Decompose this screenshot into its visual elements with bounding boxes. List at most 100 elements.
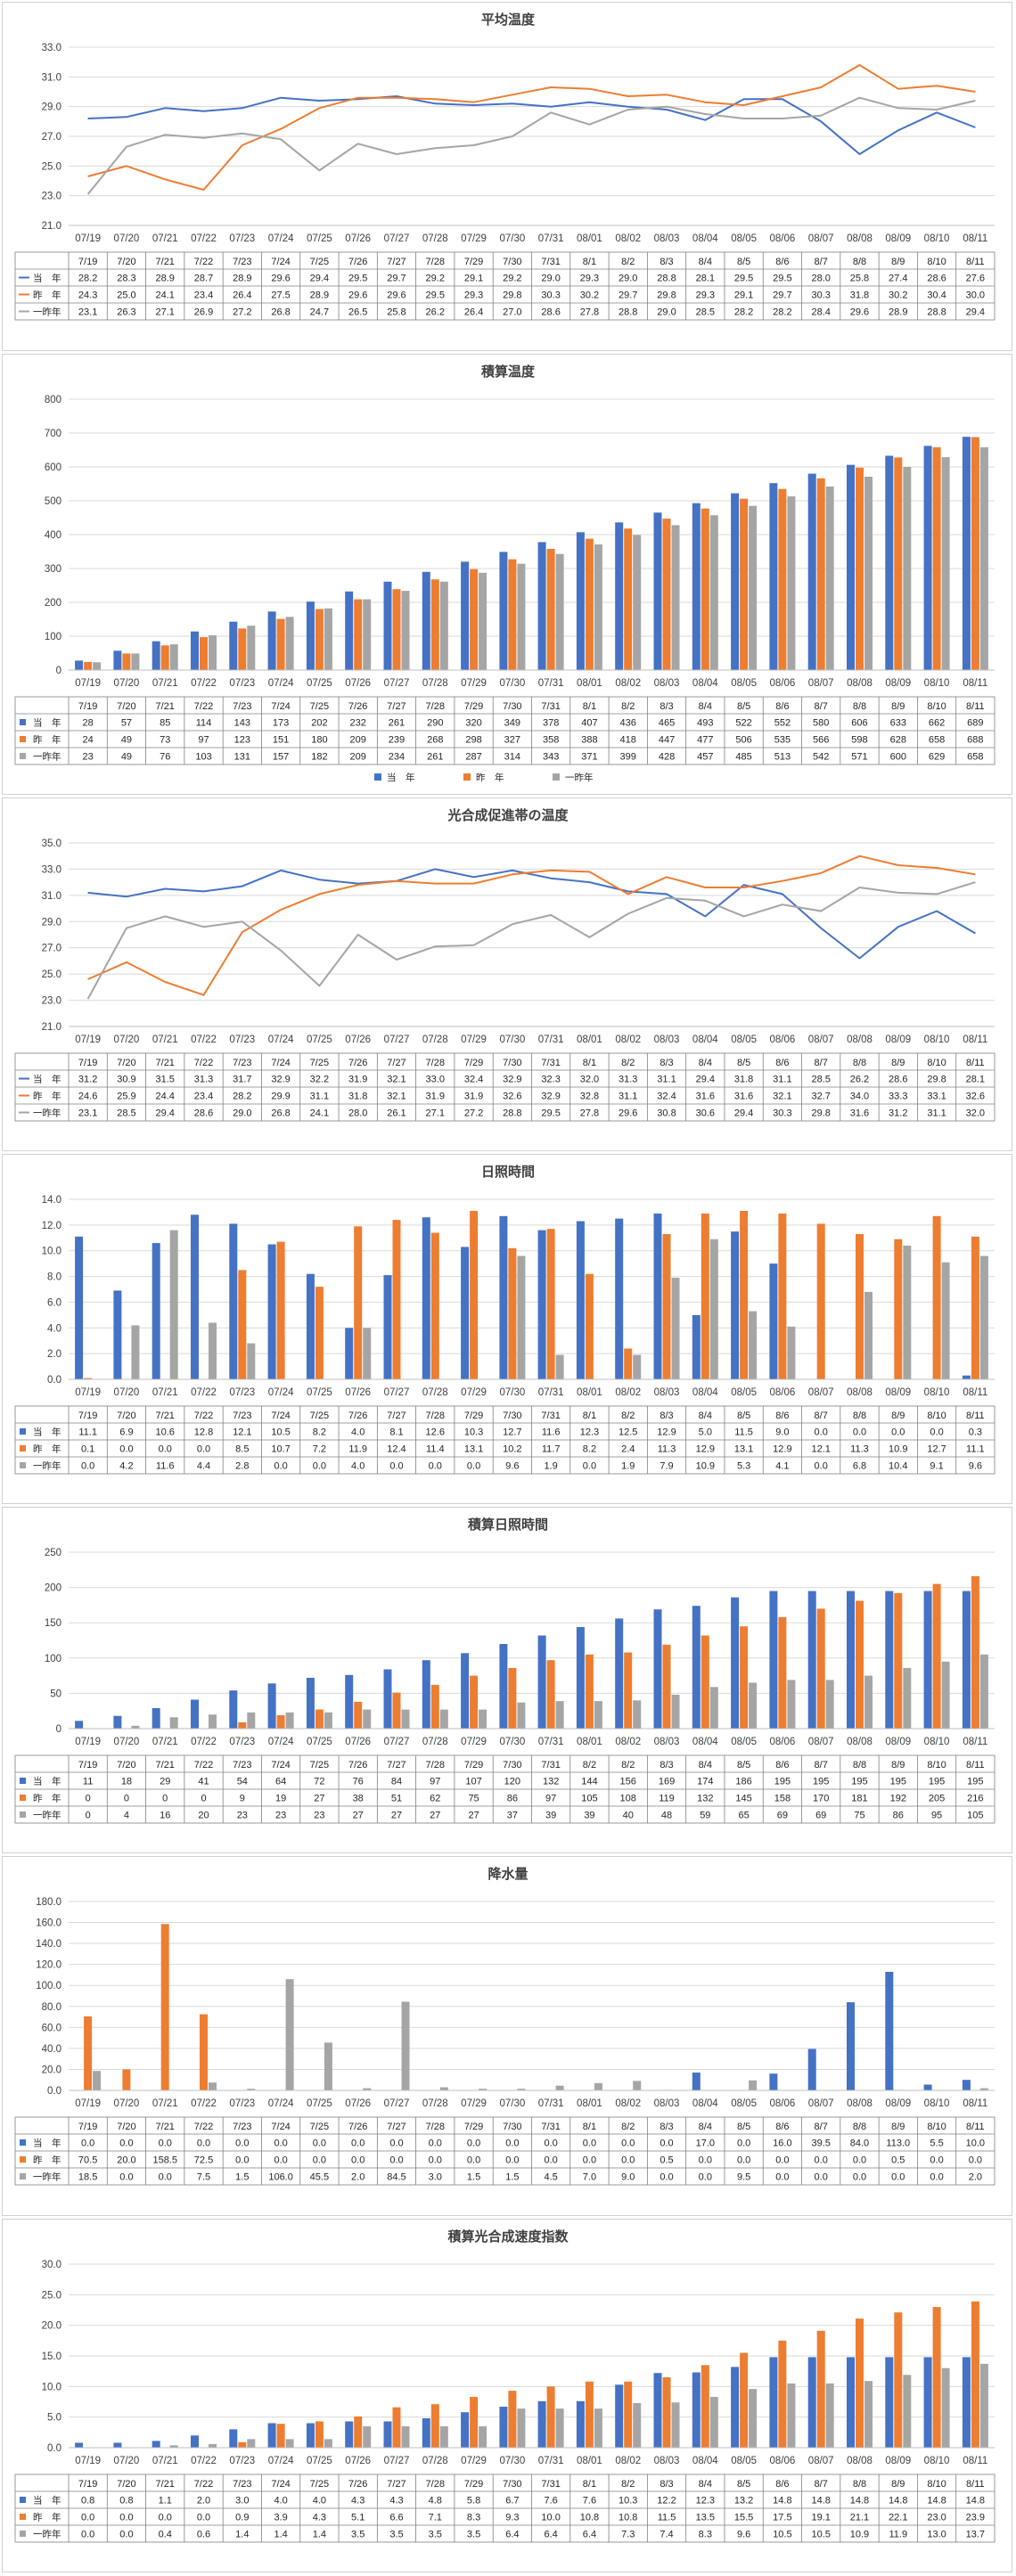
table-cell: 12.1: [811, 1444, 830, 1455]
x-tick-label: 07/27: [384, 1737, 410, 1747]
table-cell: 31.1: [619, 1092, 637, 1102]
bar-two-years-ago: [285, 2439, 294, 2448]
table-cell: 97: [545, 1794, 556, 1804]
table-row-label: 当 年: [33, 1427, 61, 1438]
table-header-cell: 8/10: [927, 1411, 946, 1421]
bar-two-years-ago: [941, 2367, 950, 2448]
bar-current: [537, 542, 546, 670]
x-tick-label: 07/28: [422, 2098, 448, 2109]
bar-two-years-ago: [439, 1709, 448, 1729]
bar-current: [653, 512, 662, 670]
bar-last-year: [238, 1270, 247, 1379]
bar-two-years-ago: [941, 1661, 950, 1729]
bar-last-year: [740, 2352, 749, 2448]
table-cell: 0.0: [429, 2138, 442, 2149]
table-cell: 358: [543, 735, 559, 746]
table-cell: 29.8: [657, 290, 676, 301]
table-header-cell: 7/28: [426, 1760, 445, 1770]
table-cell: 29.5: [541, 1108, 560, 1119]
table-cell: 566: [813, 735, 829, 746]
table-header-cell: 8/5: [737, 257, 750, 267]
x-tick-label: 08/09: [885, 678, 911, 689]
bar-current: [306, 1273, 315, 1379]
table-cell: 0.0: [389, 2138, 403, 2149]
table-header-cell: 8/4: [699, 2479, 712, 2490]
data-table: 7/19 7/20 7/21 7/22 7/23 7/24 7/25 7/26 7/27 7/28…: [14, 1405, 996, 1475]
x-tick-label: 08/08: [847, 1387, 873, 1398]
table-header-cell: 8/6: [775, 2479, 789, 2490]
bar-current: [113, 2442, 122, 2448]
table-cell: 0.0: [313, 1461, 326, 1472]
table-cell: 30.9: [117, 1075, 135, 1085]
table-cell: 29.3: [696, 290, 715, 301]
bar-last-year: [238, 628, 247, 670]
bar-two-years-ago: [401, 2426, 410, 2448]
table-cell: 12.4: [387, 1444, 406, 1455]
table-cell: 0.0: [119, 2530, 133, 2540]
x-tick-label: 07/21: [152, 233, 178, 244]
table-cell: 69: [815, 1811, 826, 1821]
table-header-cell: 8/11: [966, 1760, 985, 1770]
table-cell: 0.0: [274, 1461, 287, 1472]
table-cell: 13.0: [927, 2530, 946, 2540]
bar-current: [306, 2423, 315, 2448]
bar-last-year: [740, 498, 749, 670]
table-cell: 0.0: [159, 2513, 172, 2523]
table-cell: 3.9: [274, 2513, 287, 2523]
table-header-cell: 7/19: [78, 2122, 97, 2132]
bar-last-year: [546, 2386, 555, 2448]
table-cell: 14.8: [889, 2496, 907, 2506]
legend-swatch: [20, 2139, 26, 2146]
table-header-cell: 7/23: [233, 2122, 251, 2132]
y-tick-label: 500: [45, 496, 61, 507]
table-cell: 11.5: [658, 2513, 676, 2523]
table-cell: 1.5: [505, 2172, 519, 2183]
table-cell: 418: [620, 735, 636, 746]
chart-panel-precipitation: 降水量 0.0 20.0 40.0 60.0 80.0 100.0 120.0 140.0 160…: [2, 1856, 1012, 2216]
x-tick-label: 07/29: [461, 1737, 487, 1747]
table-cell: 195: [813, 1777, 829, 1787]
bar-current: [847, 2357, 855, 2448]
bar-two-years-ago: [749, 2080, 758, 2090]
table-cell: 24.3: [78, 290, 97, 301]
bar-two-years-ago: [825, 487, 834, 670]
table-cell: 10.4: [889, 1461, 907, 1472]
table-cell: 31.6: [696, 1092, 715, 1102]
table-header-cell: 8/6: [775, 1411, 789, 1421]
bar-current: [461, 1247, 470, 1379]
table-cell: 107: [465, 1777, 481, 1787]
bar-two-years-ago: [709, 515, 718, 670]
x-tick-label: 07/22: [191, 2098, 217, 2109]
y-tick-label: 29.0: [42, 102, 61, 113]
table-row-label: 昨 年: [33, 2155, 61, 2166]
x-tick-label: 07/30: [499, 233, 525, 244]
table-header-cell: 7/22: [194, 701, 213, 712]
table-header-cell: 7/31: [541, 1760, 560, 1770]
x-tick-label: 08/09: [885, 233, 911, 244]
x-tick-label: 07/31: [538, 2098, 564, 2109]
table-header-cell: 7/25: [310, 2122, 329, 2132]
table-header-cell: 8/6: [775, 257, 789, 267]
table-cell: 688: [967, 735, 983, 746]
table-cell: 29.4: [734, 1108, 753, 1119]
table-cell: 0.0: [544, 2155, 557, 2166]
bar-two-years-ago: [247, 2089, 256, 2090]
x-tick-label: 08/11: [963, 1034, 987, 1045]
x-tick-label: 07/28: [422, 2456, 448, 2466]
table-cell: 600: [890, 752, 906, 763]
table-header-cell: 8/2: [621, 1411, 635, 1421]
table-cell: 7.5: [197, 2172, 210, 2183]
table-cell: 123: [234, 735, 250, 746]
x-tick-label: 08/06: [770, 2456, 796, 2466]
table-cell: 0.0: [235, 2155, 249, 2166]
bar-current: [923, 2084, 932, 2090]
bar-last-year: [932, 447, 941, 670]
table-cell: 31.3: [194, 1075, 213, 1085]
bar-current: [537, 1230, 546, 1379]
table-row-label: 昨 年: [33, 1443, 61, 1455]
table-cell: 0.0: [930, 1427, 943, 1438]
table-cell: 28.6: [889, 1075, 907, 1085]
table-cell: 29.0: [619, 274, 637, 284]
x-tick-label: 08/02: [615, 2098, 641, 2109]
bar-last-year: [971, 1575, 979, 1729]
